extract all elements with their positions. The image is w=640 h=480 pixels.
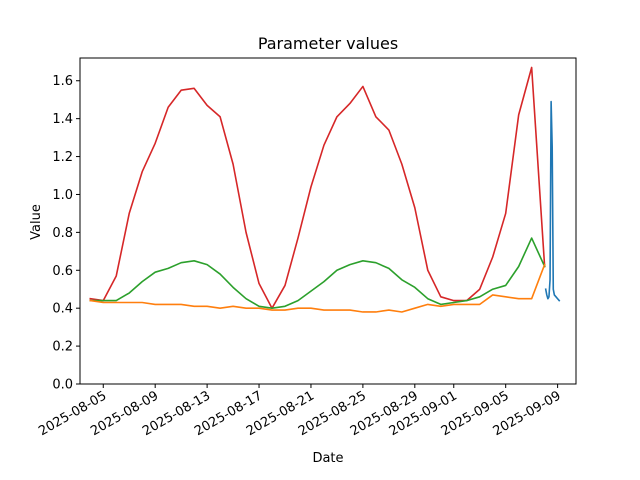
plot-frame bbox=[79, 57, 577, 385]
y-tick-label-1: 0.2 bbox=[52, 340, 73, 355]
y-tick-label-3: 0.6 bbox=[52, 264, 73, 279]
y-tick-label-4: 0.8 bbox=[52, 226, 73, 241]
y-axis: 0.0 0.2 0.4 0.6 0.8 1.0 1.2 1.4 1.6 bbox=[52, 74, 80, 393]
y-tick-label-8: 1.6 bbox=[52, 74, 73, 89]
y-tick-label-2: 0.4 bbox=[52, 302, 73, 317]
y-tick-label-7: 1.4 bbox=[52, 112, 73, 127]
y-tick-label-0: 0.0 bbox=[52, 378, 73, 393]
series-line-3 bbox=[544, 100, 561, 302]
series-line-0 bbox=[89, 66, 546, 309]
y-tick-label-5: 1.0 bbox=[52, 188, 73, 203]
series-line-1 bbox=[89, 237, 546, 309]
chart-title: Parameter values bbox=[258, 34, 398, 53]
series-layer bbox=[89, 66, 561, 313]
x-axis-title: Date bbox=[312, 451, 343, 466]
y-tick-label-6: 1.2 bbox=[52, 150, 73, 165]
y-axis-title: Value bbox=[29, 204, 44, 240]
series-line-2 bbox=[89, 263, 546, 313]
